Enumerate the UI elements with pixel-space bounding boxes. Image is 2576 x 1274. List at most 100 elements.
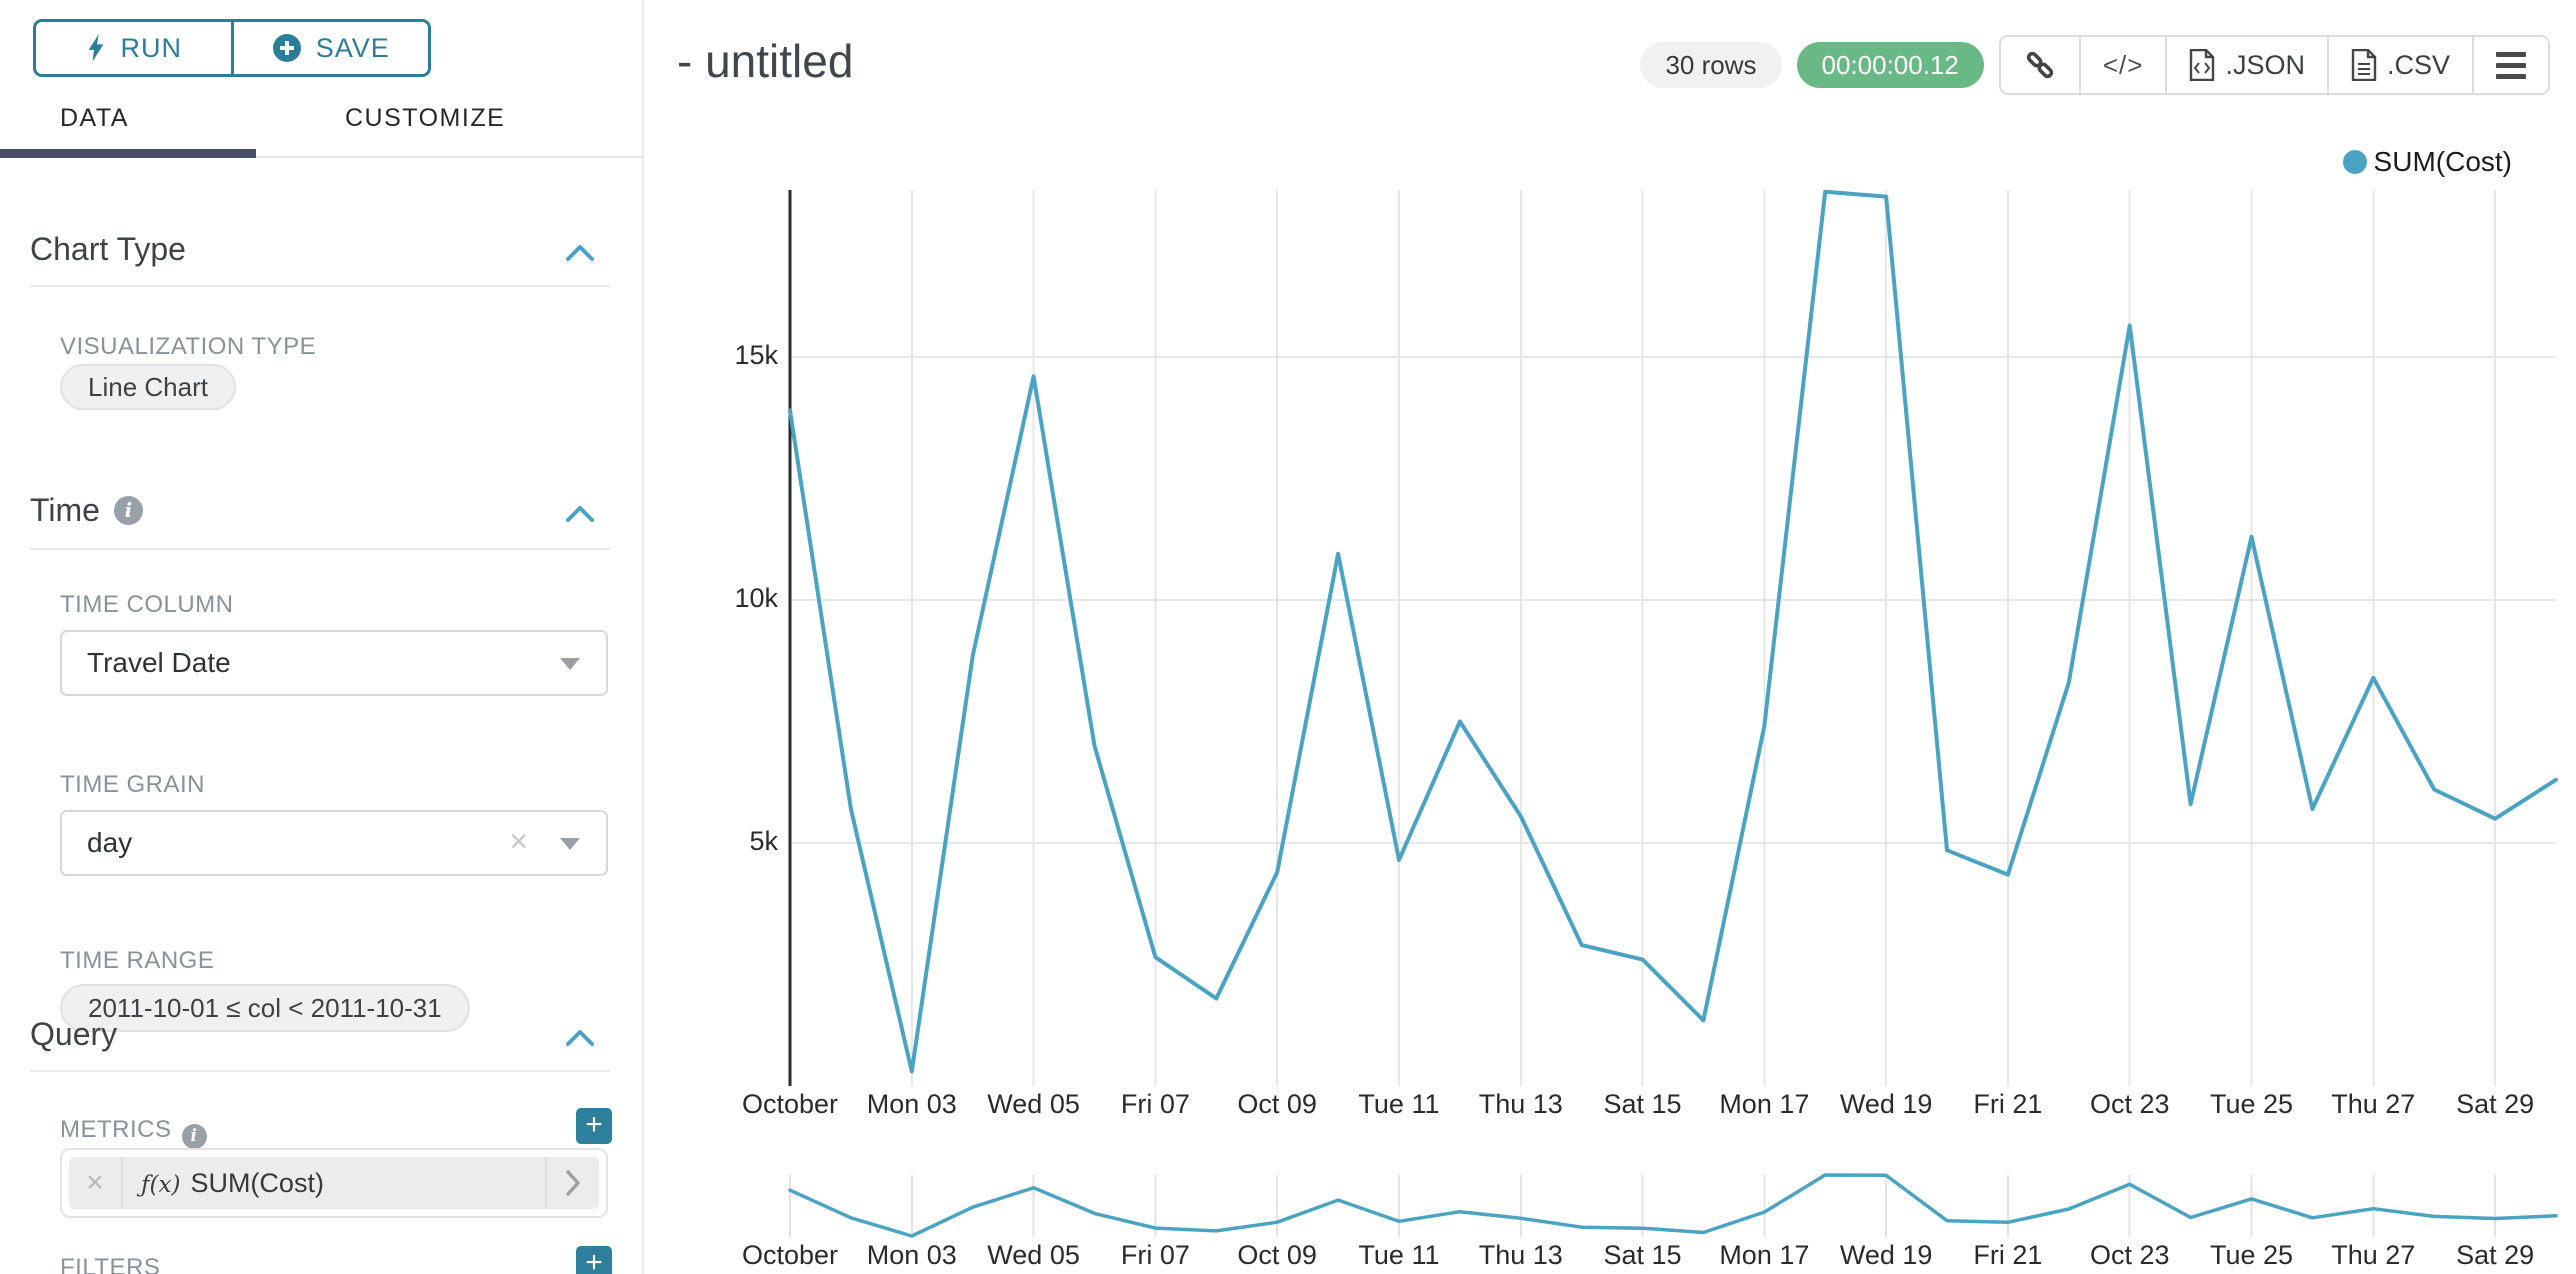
query-timer-badge: 00:00:00.12 — [1796, 42, 1984, 88]
brush-x-tick-label: Thu 27 — [2331, 1240, 2416, 1270]
export-csv-button[interactable]: .CSV — [2326, 37, 2472, 93]
brush-x-tick-label: Wed 05 — [987, 1240, 1080, 1270]
chart-type-collapse-button[interactable] — [565, 243, 601, 267]
chart-canvas[interactable] — [646, 0, 2576, 1274]
legend-item[interactable]: SUM(Cost) — [2342, 146, 2512, 178]
brush-x-tick-label: Sat 15 — [1603, 1240, 1682, 1270]
x-tick-label: Tue 11 — [1358, 1089, 1440, 1119]
x-tick-label: Oct 09 — [1237, 1089, 1317, 1119]
query-collapse-button[interactable] — [565, 1028, 601, 1052]
remove-metric-icon[interactable]: × — [69, 1157, 123, 1209]
menu-icon — [2496, 51, 2526, 79]
run-button[interactable]: RUN — [36, 22, 234, 74]
run-button-label: RUN — [120, 32, 182, 63]
chart-menu-button[interactable] — [2472, 37, 2548, 93]
brush-x-tick-label: Mon 03 — [866, 1240, 957, 1270]
time-collapse-button[interactable] — [565, 504, 601, 528]
chevron-right-icon — [566, 1170, 580, 1196]
expand-metric-button[interactable] — [545, 1157, 599, 1209]
metrics-label: METRICS i — [60, 1116, 207, 1149]
metric-pill[interactable]: × ƒ(x) SUM(Cost) — [69, 1157, 599, 1209]
brush-series-line — [788, 1173, 2558, 1238]
control-sidebar: RUN SAVE DATA CUSTOMIZE Chart Type VISUA… — [0, 0, 644, 1274]
tab-customize[interactable]: CUSTOMIZE — [345, 104, 506, 132]
save-button-label: SAVE — [315, 32, 390, 63]
x-tick-label: Mon 03 — [866, 1089, 957, 1119]
clear-icon[interactable]: × — [509, 823, 528, 860]
active-tab-indicator — [0, 149, 256, 158]
info-icon[interactable]: i — [113, 495, 143, 525]
chart-type-section-heading: Chart Type — [30, 231, 186, 267]
x-tick-label: Mon 17 — [1719, 1089, 1810, 1119]
brush-x-tick-label: Thu 13 — [1478, 1240, 1563, 1270]
brush-x-tick-label: Fri 07 — [1120, 1240, 1190, 1270]
code-icon: </> — [2102, 49, 2144, 80]
metric-name: SUM(Cost) — [190, 1167, 324, 1198]
export-json-button[interactable]: .JSON — [2165, 37, 2327, 93]
file-code-icon — [2190, 49, 2215, 81]
chart-title: - untitled — [677, 35, 854, 87]
row-count-badge: 30 rows — [1640, 42, 1782, 88]
view-query-button[interactable]: </> — [2078, 37, 2166, 93]
chevron-up-icon — [566, 245, 594, 261]
brush-x-tick-label: Wed 19 — [1839, 1240, 1933, 1270]
x-tick-label: Thu 27 — [2331, 1089, 2416, 1119]
x-tick-label: Fri 07 — [1120, 1089, 1190, 1119]
y-tick-label: 5k — [749, 825, 778, 856]
section-divider — [30, 1070, 610, 1072]
section-divider — [30, 548, 610, 550]
tab-divider — [0, 156, 642, 158]
x-tick-label: October — [741, 1089, 839, 1119]
chevron-down-icon — [560, 838, 580, 850]
chevron-up-icon — [566, 506, 594, 522]
add-filter-button[interactable]: + — [576, 1246, 612, 1274]
x-tick-label: Fri 21 — [1973, 1089, 2043, 1119]
filters-label: FILTERS — [60, 1254, 161, 1274]
fx-icon: ƒ(x) — [141, 1171, 181, 1198]
time-grain-value: day — [87, 827, 133, 858]
x-tick-label: Wed 19 — [1839, 1089, 1933, 1119]
brush-x-tick-label: Mon 17 — [1719, 1240, 1810, 1270]
add-metric-button[interactable]: + — [576, 1108, 612, 1144]
x-tick-label: Wed 05 — [987, 1089, 1080, 1119]
chevron-up-icon — [566, 1030, 594, 1046]
metric-label: ƒ(x) SUM(Cost) — [123, 1168, 545, 1199]
section-divider — [30, 285, 610, 287]
brush-x-tick-label: October — [741, 1240, 839, 1270]
legend-series-dot — [2342, 150, 2367, 174]
time-range-pill[interactable]: 2011-10-01 ≤ col < 2011-10-31 — [60, 984, 470, 1032]
y-tick-label: 15k — [734, 339, 778, 370]
time-range-label: TIME RANGE — [60, 947, 215, 974]
legend-series-label: SUM(Cost) — [2373, 146, 2512, 177]
file-text-icon — [2351, 49, 2377, 81]
share-link-button[interactable] — [2001, 37, 2079, 93]
run-save-button-group: RUN SAVE — [33, 19, 431, 77]
brush-x-tick-label: Tue 11 — [1358, 1240, 1440, 1270]
x-tick-label: Sat 29 — [2456, 1089, 2535, 1119]
brush-x-tick-label: Tue 25 — [2209, 1240, 2294, 1270]
chart-panel: - untitled 30 rows 00:00:00.12 </> .JSON — [646, 0, 2576, 1274]
info-icon[interactable]: i — [181, 1123, 207, 1149]
query-section-heading: Query — [30, 1016, 118, 1052]
time-grain-label: TIME GRAIN — [60, 771, 206, 798]
x-tick-label: Thu 13 — [1478, 1089, 1563, 1119]
save-button[interactable]: SAVE — [234, 22, 429, 74]
brush-x-tick-label: Sat 29 — [2456, 1240, 2535, 1270]
time-section-heading: Time i — [30, 492, 143, 529]
time-heading-text: Time — [30, 492, 100, 528]
metrics-label-text: METRICS — [60, 1116, 172, 1143]
time-column-select[interactable]: Travel Date — [60, 630, 608, 696]
export-csv-label: .CSV — [2386, 49, 2450, 80]
tab-data[interactable]: DATA — [60, 104, 129, 132]
brush-x-tick-label: Oct 23 — [2089, 1240, 2170, 1270]
time-column-label: TIME COLUMN — [60, 591, 234, 618]
bolt-icon — [88, 34, 103, 62]
chevron-down-icon — [560, 658, 580, 670]
time-grain-select[interactable]: day × — [60, 810, 608, 876]
export-button-group: </> .JSON .CSV — [1998, 35, 2550, 95]
time-column-value: Travel Date — [87, 647, 231, 678]
chart-header-actions: 30 rows 00:00:00.12 </> .JSON — [1640, 34, 2550, 96]
visualization-type-pill[interactable]: Line Chart — [60, 364, 236, 410]
metric-field: × ƒ(x) SUM(Cost) — [60, 1148, 608, 1218]
x-tick-label: Sat 15 — [1603, 1089, 1682, 1119]
